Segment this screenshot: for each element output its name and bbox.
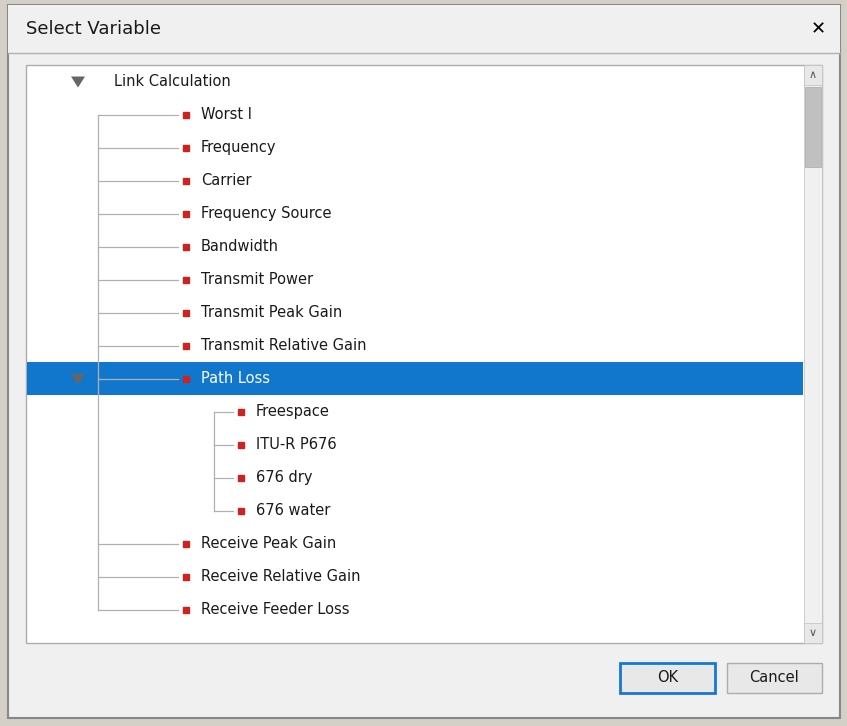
- FancyBboxPatch shape: [804, 65, 822, 643]
- Text: Bandwidth: Bandwidth: [201, 239, 279, 254]
- Text: ITU-R P676: ITU-R P676: [256, 437, 336, 452]
- Text: ∧: ∧: [809, 70, 817, 80]
- FancyBboxPatch shape: [727, 663, 822, 693]
- FancyBboxPatch shape: [620, 663, 715, 693]
- Text: Select Variable: Select Variable: [26, 20, 161, 38]
- Text: 676 dry: 676 dry: [256, 470, 313, 486]
- FancyBboxPatch shape: [27, 362, 803, 395]
- Text: OK: OK: [657, 671, 678, 685]
- FancyBboxPatch shape: [8, 5, 840, 718]
- Text: Link Calculation: Link Calculation: [114, 74, 230, 89]
- Text: ∨: ∨: [809, 628, 817, 638]
- Text: Transmit Peak Gain: Transmit Peak Gain: [201, 305, 342, 320]
- Text: Frequency Source: Frequency Source: [201, 206, 331, 221]
- Text: Receive Relative Gain: Receive Relative Gain: [201, 569, 361, 584]
- Text: Receive Peak Gain: Receive Peak Gain: [201, 537, 336, 552]
- Polygon shape: [71, 76, 85, 88]
- Text: ✕: ✕: [811, 20, 826, 38]
- Text: Freespace: Freespace: [256, 404, 329, 420]
- FancyBboxPatch shape: [805, 87, 821, 167]
- Text: Cancel: Cancel: [750, 671, 800, 685]
- Polygon shape: [71, 374, 85, 385]
- Text: Frequency: Frequency: [201, 140, 276, 155]
- Text: Receive Feeder Loss: Receive Feeder Loss: [201, 603, 350, 618]
- FancyBboxPatch shape: [804, 65, 822, 85]
- FancyBboxPatch shape: [8, 5, 840, 53]
- FancyBboxPatch shape: [26, 65, 822, 643]
- Text: Carrier: Carrier: [201, 173, 252, 188]
- Text: Worst I: Worst I: [201, 107, 252, 122]
- Text: Transmit Relative Gain: Transmit Relative Gain: [201, 338, 367, 354]
- Text: Path Loss: Path Loss: [201, 371, 270, 386]
- FancyBboxPatch shape: [804, 623, 822, 643]
- Text: 676 water: 676 water: [256, 503, 330, 518]
- Text: Transmit Power: Transmit Power: [201, 272, 313, 287]
